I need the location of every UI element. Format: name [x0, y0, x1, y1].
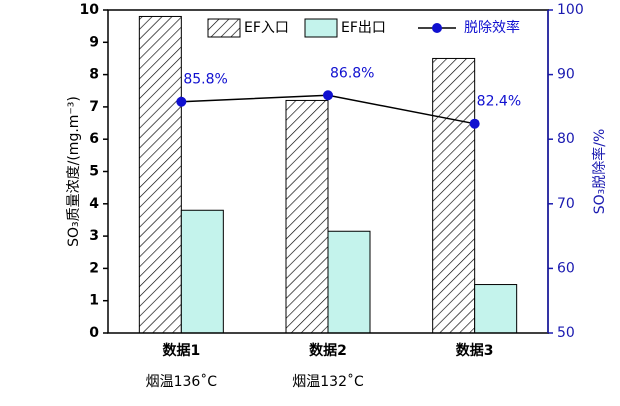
- y-tick-label: 8: [89, 67, 99, 83]
- y2-tick-label: 90: [557, 67, 575, 83]
- y-tick-label: 7: [89, 99, 99, 115]
- bar: [285, 99, 329, 334]
- legend-swatch: [207, 18, 241, 38]
- x-tick-label: 数据2: [309, 342, 347, 359]
- value-label: 85.8%: [183, 72, 227, 88]
- y-tick-label: 5: [89, 164, 99, 180]
- x-tick-note: 烟温132˚C: [292, 373, 364, 390]
- value-label: 82.4%: [477, 94, 521, 110]
- y2-tick-label: 80: [557, 131, 575, 147]
- y2-tick-label: 50: [557, 325, 575, 341]
- legend-label: EF出口: [341, 20, 386, 36]
- point: [469, 118, 480, 129]
- y-tick-label: 6: [89, 131, 99, 147]
- y2-tick-label: 100: [557, 2, 584, 18]
- x-tick-label: 数据1: [162, 342, 200, 359]
- x-tick-label: 数据3: [456, 342, 494, 359]
- legend-marker: [432, 23, 442, 33]
- y-tick-label: 2: [89, 260, 99, 276]
- y2-tick-label: 60: [557, 260, 575, 276]
- legend-label: 脱除效率: [464, 19, 520, 36]
- value-label: 86.8%: [330, 65, 374, 81]
- bar: [432, 57, 476, 334]
- point: [176, 96, 187, 107]
- bar: [180, 209, 224, 334]
- y-tick-label: 9: [89, 34, 99, 50]
- y-tick-label: 0: [89, 325, 99, 341]
- y2-tick-label: 70: [557, 196, 575, 212]
- x-tick-note: 烟温136˚C: [146, 373, 218, 390]
- point: [323, 90, 333, 101]
- y-tick-label: 3: [89, 228, 99, 244]
- y-axis-title: SO₃质量浓度/(mg.m⁻³): [66, 96, 82, 247]
- y2-axis-title: SO₃脱除率/%: [591, 129, 608, 215]
- y-tick-label: 4: [89, 196, 99, 212]
- bar: [474, 284, 518, 334]
- bar: [138, 15, 182, 334]
- y-tick-label: 1: [89, 293, 99, 309]
- legend-label: EF入口: [244, 20, 289, 36]
- legend-swatch: [304, 18, 338, 38]
- y-tick-label: 10: [80, 2, 100, 18]
- bar: [327, 230, 371, 334]
